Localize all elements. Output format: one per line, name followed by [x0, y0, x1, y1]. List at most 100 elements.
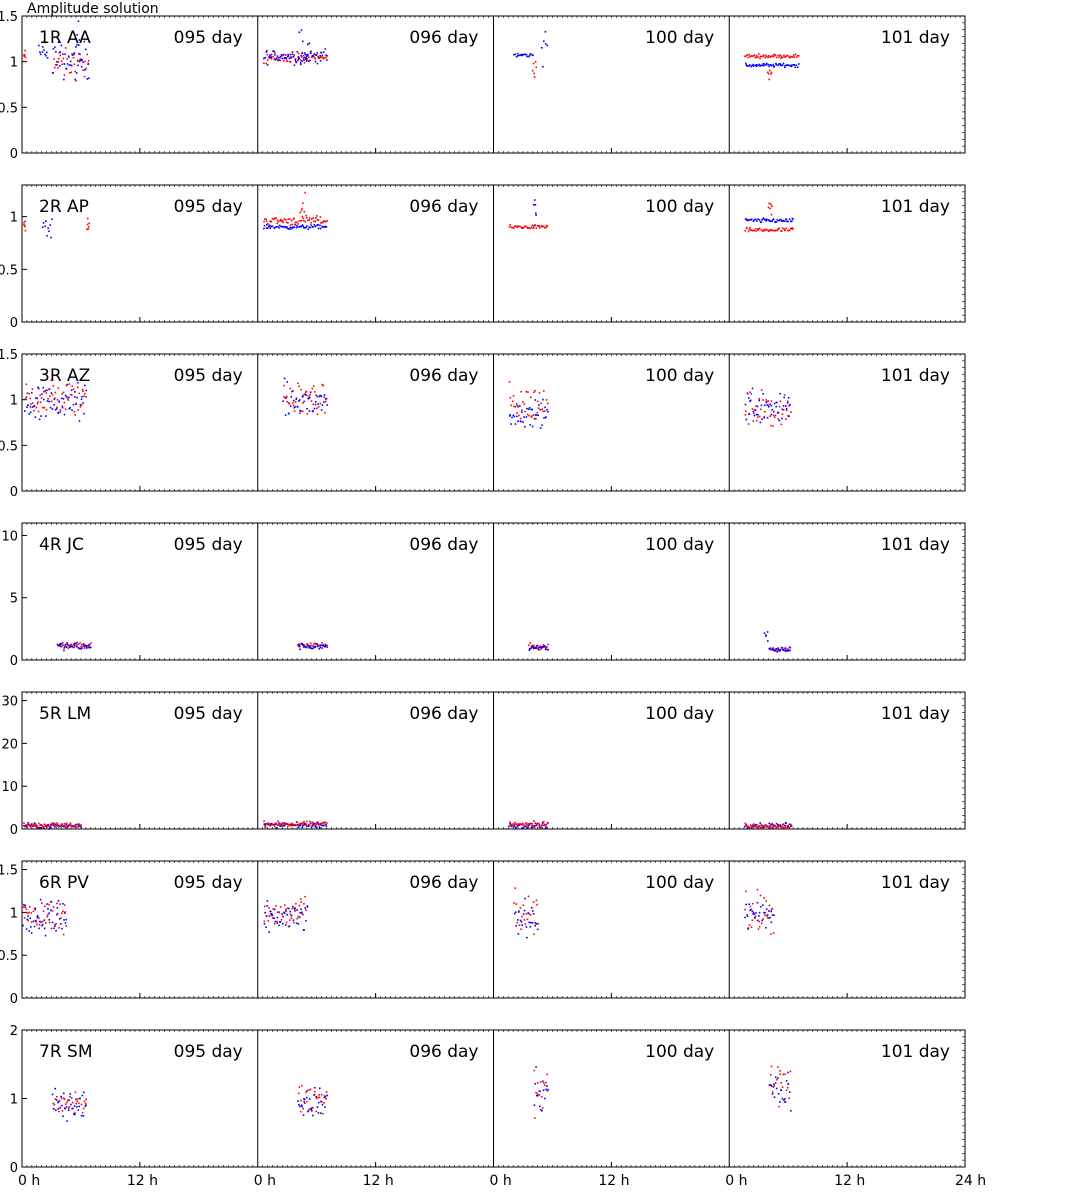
- data-point: [295, 221, 297, 224]
- data-point: [533, 417, 536, 420]
- data-point: [317, 822, 319, 824]
- data-point: [303, 902, 305, 905]
- data-point: [516, 919, 519, 921]
- data-point: [48, 230, 50, 232]
- data-point: [763, 404, 766, 407]
- data-point: [775, 56, 778, 59]
- data-point: [31, 824, 33, 826]
- day-label: 096 day: [409, 873, 478, 893]
- data-point: [312, 403, 314, 406]
- data-point: [771, 648, 774, 650]
- data-point: [770, 424, 772, 427]
- data-point: [536, 822, 539, 825]
- data-point: [76, 34, 78, 36]
- y-tick-label: 1.5: [0, 348, 18, 363]
- data-point: [775, 405, 777, 408]
- data-point: [764, 911, 766, 914]
- data-point: [770, 55, 772, 58]
- data-point: [323, 401, 325, 403]
- data-point: [752, 902, 754, 905]
- data-point: [744, 403, 747, 406]
- data-point: [326, 219, 328, 222]
- data-point: [762, 55, 765, 57]
- data-point: [308, 42, 311, 45]
- data-point: [305, 214, 308, 217]
- data-point: [779, 650, 781, 652]
- data-point: [301, 643, 304, 645]
- data-point: [74, 414, 76, 416]
- data-point: [537, 923, 540, 925]
- data-point: [319, 59, 322, 62]
- data-point: [522, 913, 525, 915]
- data-point: [765, 401, 768, 404]
- y-tick-label: 1.5: [0, 10, 18, 25]
- data-point: [325, 824, 327, 827]
- data-point: [70, 389, 73, 391]
- data-point: [61, 393, 63, 395]
- data-point: [59, 51, 62, 53]
- data-point: [510, 226, 513, 229]
- data-point: [315, 394, 317, 396]
- data-point: [769, 916, 771, 919]
- data-point: [312, 822, 315, 825]
- data-point: [53, 404, 55, 406]
- data-point: [780, 826, 782, 828]
- day-label: 100 day: [645, 366, 714, 386]
- data-point: [54, 826, 57, 828]
- data-point: [769, 220, 772, 223]
- data-point: [540, 824, 543, 826]
- data-point: [69, 60, 72, 63]
- data-point: [303, 210, 306, 213]
- data-point: [537, 414, 539, 417]
- data-point: [321, 641, 323, 644]
- data-point: [287, 222, 289, 224]
- data-point: [302, 395, 304, 397]
- data-point: [43, 919, 46, 921]
- data-point: [744, 908, 746, 911]
- data-point: [532, 62, 535, 65]
- data-point: [785, 418, 787, 420]
- data-point: [25, 396, 28, 399]
- data-point: [80, 826, 82, 829]
- data-point: [298, 385, 300, 388]
- data-point: [769, 825, 771, 827]
- data-point: [774, 220, 777, 223]
- data-point: [512, 823, 515, 825]
- data-point: [788, 64, 791, 67]
- data-point: [288, 57, 291, 60]
- data-point: [509, 224, 511, 226]
- data-point: [771, 229, 774, 231]
- data-point: [26, 912, 29, 915]
- data-point: [36, 923, 38, 926]
- data-point: [282, 400, 284, 402]
- data-point: [749, 909, 751, 912]
- data-point: [529, 914, 532, 916]
- data-point: [77, 824, 80, 827]
- data-point: [31, 823, 33, 825]
- data-point: [779, 392, 781, 395]
- data-point: [524, 225, 527, 227]
- data-point: [309, 391, 312, 394]
- data-point: [767, 56, 769, 59]
- data-point: [755, 405, 757, 407]
- data-point: [57, 825, 59, 828]
- data-point: [289, 218, 291, 220]
- data-point: [288, 919, 291, 921]
- data-point: [287, 925, 290, 928]
- data-cluster: [262, 48, 328, 67]
- data-point: [785, 218, 788, 221]
- data-point: [326, 646, 328, 648]
- data-point: [71, 385, 74, 388]
- data-point: [749, 391, 751, 393]
- data-point: [47, 227, 50, 229]
- data-point: [772, 63, 775, 66]
- data-point: [295, 398, 298, 400]
- data-point: [69, 407, 71, 409]
- data-point: [514, 405, 517, 408]
- data-point: [528, 227, 530, 229]
- data-point: [751, 55, 753, 57]
- data-point: [785, 825, 788, 828]
- data-point: [297, 644, 299, 646]
- data-point: [751, 408, 754, 410]
